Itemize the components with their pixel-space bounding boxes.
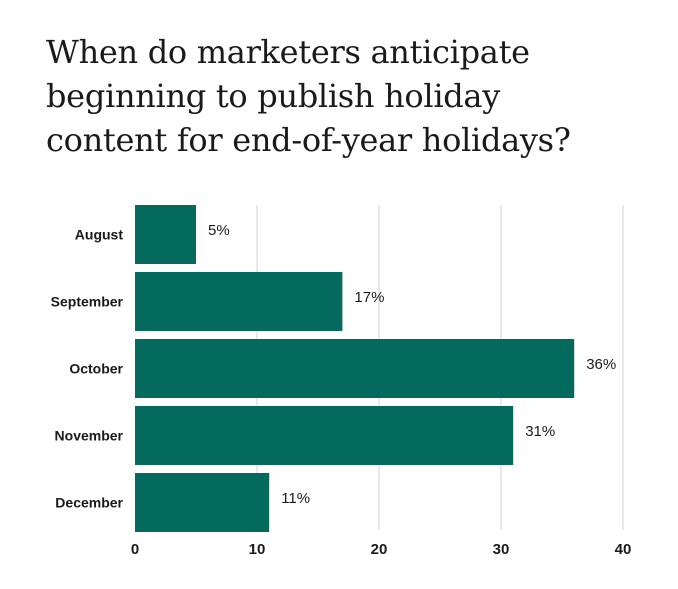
value-label-november: 31%: [525, 423, 555, 440]
x-tick-label-0: 0: [131, 541, 139, 558]
category-label-october: October: [69, 361, 123, 377]
chart-title-line-3: content for end-of-year holidays?: [46, 121, 571, 159]
bar-november: [135, 406, 514, 465]
value-label-october: 36%: [586, 356, 616, 373]
bar-december: [135, 473, 270, 532]
chart-title-line-2: beginning to publish holiday: [46, 77, 500, 115]
value-label-september: 17%: [354, 289, 384, 306]
chart-title-line-1: When do marketers anticipate: [46, 33, 530, 71]
x-tick-label-40: 40: [615, 541, 632, 558]
bar-september: [135, 272, 343, 331]
category-label-december: December: [55, 495, 123, 511]
value-label-december: 11%: [281, 490, 310, 507]
category-label-november: November: [55, 428, 124, 444]
x-tick-label-30: 30: [493, 541, 510, 558]
category-label-september: September: [51, 294, 124, 310]
value-label-august: 5%: [208, 222, 230, 239]
x-tick-label-10: 10: [249, 541, 266, 558]
x-tick-label-20: 20: [371, 541, 388, 558]
category-label-august: August: [75, 227, 124, 243]
bar-august: [135, 205, 196, 264]
chart-title: When do marketers anticipate beginning t…: [46, 30, 666, 162]
bar-october: [135, 339, 575, 398]
